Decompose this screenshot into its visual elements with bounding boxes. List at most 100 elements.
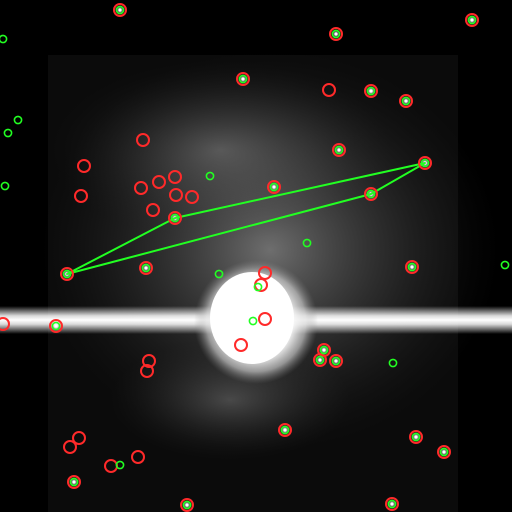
star-core (54, 324, 58, 328)
star-core (118, 8, 122, 12)
star-core (337, 148, 341, 152)
red-marker (267, 180, 281, 194)
star-core (410, 265, 414, 269)
green-marker (115, 460, 125, 470)
green-marker (334, 145, 344, 155)
red-marker (329, 354, 343, 368)
red-marker (405, 260, 419, 274)
red-marker (364, 84, 378, 98)
green-marker (238, 74, 248, 84)
star-core (334, 32, 338, 36)
green-marker (500, 260, 510, 270)
star-core (185, 503, 189, 507)
red-marker (131, 450, 145, 464)
green-marker (280, 425, 290, 435)
red-marker (313, 353, 327, 367)
star-core (322, 348, 326, 352)
red-marker (139, 261, 153, 275)
red-marker (465, 13, 479, 27)
star-core (442, 450, 446, 454)
red-marker (364, 187, 378, 201)
green-marker (170, 213, 180, 223)
red-marker (332, 143, 346, 157)
green-marker (0, 181, 10, 191)
green-marker (253, 282, 263, 292)
red-marker (278, 423, 292, 437)
green-marker (51, 321, 61, 331)
star-core (334, 359, 338, 363)
red-marker (0, 317, 10, 331)
red-marker (409, 430, 423, 444)
red-marker (142, 354, 156, 368)
red-marker (418, 156, 432, 170)
star-core (144, 266, 148, 270)
star-core (470, 18, 474, 22)
green-marker (248, 316, 258, 326)
green-marker (214, 269, 224, 279)
star-core (241, 77, 245, 81)
polygon-layer (66, 162, 426, 275)
green-marker (302, 238, 312, 248)
green-marker (401, 96, 411, 106)
green-marker (141, 263, 151, 273)
red-marker (168, 211, 182, 225)
green-marker (62, 269, 72, 279)
red-marker (140, 364, 154, 378)
green-marker (439, 447, 449, 457)
red-marker (72, 431, 86, 445)
green-marker (269, 182, 279, 192)
green-marker (0, 34, 8, 44)
green-marker (319, 345, 329, 355)
green-marker (69, 477, 79, 487)
red-marker (258, 312, 272, 326)
green-marker (182, 500, 192, 510)
red-marker (67, 475, 81, 489)
green-marker (13, 115, 23, 125)
green-marker (115, 5, 125, 15)
red-marker (168, 170, 182, 184)
green-marker (420, 158, 430, 168)
red-marker (152, 175, 166, 189)
red-marker (74, 189, 88, 203)
green-marker (331, 356, 341, 366)
star-core (414, 435, 418, 439)
red-marker (60, 267, 74, 281)
green-marker (331, 29, 341, 39)
red-marker (169, 188, 183, 202)
red-marker (63, 440, 77, 454)
red-marker (113, 3, 127, 17)
red-marker (185, 190, 199, 204)
green-marker (315, 355, 325, 365)
red-marker (49, 319, 63, 333)
red-marker (399, 94, 413, 108)
star-core (283, 428, 287, 432)
star-core (272, 185, 276, 189)
red-marker (77, 159, 91, 173)
red-marker (322, 83, 336, 97)
star-core (390, 502, 394, 506)
selection-polygon (66, 162, 426, 275)
star-core (369, 89, 373, 93)
red-markers-layer (0, 3, 479, 512)
green-marker (3, 128, 13, 138)
red-marker (329, 27, 343, 41)
star-core (404, 99, 408, 103)
star-core (72, 480, 76, 484)
green-marker (205, 171, 215, 181)
red-marker (136, 133, 150, 147)
red-marker (180, 498, 194, 512)
star-core (318, 358, 322, 362)
red-marker (134, 181, 148, 195)
green-marker (411, 432, 421, 442)
green-marker (407, 262, 417, 272)
nebula-upper-arc (50, 60, 390, 240)
green-marker (467, 15, 477, 25)
red-marker (385, 497, 399, 511)
red-marker (146, 203, 160, 217)
green-markers-layer (0, 5, 510, 510)
green-marker (388, 358, 398, 368)
red-marker (234, 338, 248, 352)
red-marker (258, 266, 272, 280)
